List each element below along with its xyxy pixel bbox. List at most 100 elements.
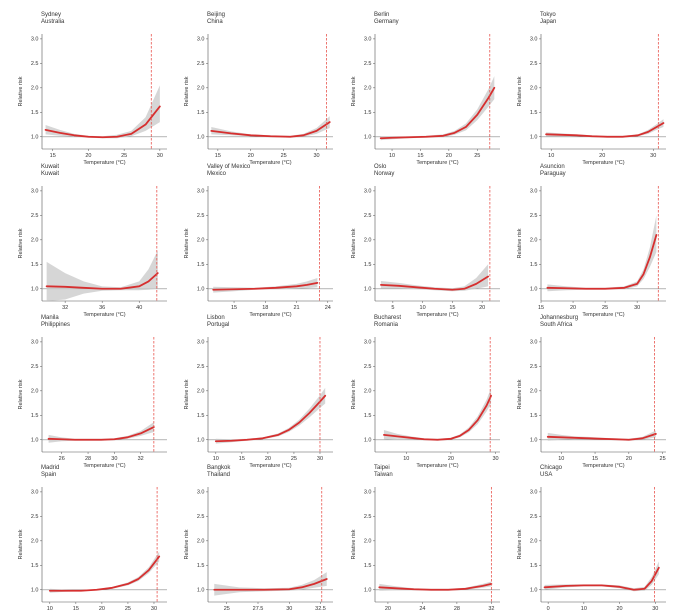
y-tick-label: 2.0 [364, 238, 372, 244]
x-tick-label: 20 [626, 456, 632, 462]
x-tick-label: 30 [111, 456, 117, 462]
y-tick-label: 1.5 [31, 110, 39, 116]
y-tick-label: 2.0 [364, 86, 372, 92]
country-name: Spain [41, 472, 56, 478]
y-tick-label: 2.5 [197, 364, 205, 370]
x-axis-title: Temperature (°C) [582, 312, 624, 318]
y-tick-label: 2.0 [364, 539, 372, 545]
y-tick-label: 3.0 [197, 189, 205, 195]
city-name: Beijing [207, 12, 225, 18]
city-name: Johannesburg [540, 315, 578, 321]
x-tick-label: 15 [215, 153, 221, 159]
confidence-band [211, 116, 330, 138]
x-tick-label: 15 [231, 305, 237, 311]
y-axis-title: Relative risk [351, 76, 357, 106]
y-tick-label: 1.0 [530, 588, 538, 594]
confidence-band [45, 85, 160, 139]
x-tick-label: 20 [599, 153, 605, 159]
confidence-band [546, 119, 664, 138]
x-axis-title: Temperature (°C) [416, 312, 458, 318]
y-tick-label: 1.5 [530, 563, 538, 569]
risk-curve [545, 122, 665, 138]
y-tick-label: 2.5 [530, 364, 538, 370]
y-tick-label: 2.5 [364, 213, 372, 219]
x-axis-title: Temperature (°C) [249, 463, 291, 469]
risk-curve [546, 234, 658, 290]
y-tick-label: 1.5 [197, 413, 205, 419]
x-tick-label: 25 [281, 153, 287, 159]
x-tick-label: 21 [293, 305, 299, 311]
x-tick-label: 15 [449, 305, 455, 311]
y-axis-title: Relative risk [184, 228, 190, 258]
y-axis-title: Relative risk [18, 379, 24, 409]
y-axis-title: Relative risk [184, 76, 190, 106]
y-tick-label: 3.0 [31, 490, 39, 496]
confidence-band [383, 387, 492, 441]
y-axis-title: Relative risk [184, 379, 190, 409]
x-tick-label: 20 [265, 456, 271, 462]
x-tick-label: 40 [136, 305, 142, 311]
x-tick-label: 25 [291, 456, 297, 462]
country-name: Mexico [207, 171, 227, 177]
y-axis-title: Relative risk [18, 228, 24, 258]
x-axis-title: Temperature (°C) [83, 160, 125, 166]
y-tick-label: 2.0 [197, 539, 205, 545]
x-tick-label: 25 [660, 456, 666, 462]
y-axis-title: Relative risk [18, 76, 24, 106]
x-tick-label: 10 [213, 456, 219, 462]
y-tick-label: 1.5 [197, 563, 205, 569]
city-name: Manila [41, 315, 59, 321]
y-tick-label: 1.0 [197, 287, 205, 293]
x-tick-label: 27.5 [253, 606, 264, 612]
country-name: USA [540, 472, 552, 478]
risk-curve [383, 394, 492, 441]
x-axis-title: Temperature (°C) [416, 463, 458, 469]
country-name: Taiwan [374, 472, 393, 478]
city-name: Madrid [41, 465, 59, 471]
x-tick-label: 15 [592, 456, 598, 462]
confidence-band [49, 551, 160, 593]
x-tick-label: 26 [59, 456, 65, 462]
y-tick-label: 2.0 [530, 238, 538, 244]
y-tick-label: 3.0 [364, 189, 372, 195]
x-tick-label: 30 [492, 456, 498, 462]
x-tick-label: 10 [581, 606, 587, 612]
y-tick-label: 3.0 [31, 340, 39, 346]
y-tick-label: 2.5 [197, 514, 205, 520]
y-tick-label: 3.0 [197, 37, 205, 43]
x-tick-label: 28 [454, 606, 460, 612]
x-tick-label: 30 [286, 606, 292, 612]
x-tick-label: 32 [62, 305, 68, 311]
country-name: Paraguay [540, 171, 566, 177]
x-axis-title: Temperature (°C) [83, 312, 125, 318]
y-tick-label: 1.5 [530, 110, 538, 116]
x-axis-title: Temperature (°C) [249, 160, 291, 166]
y-tick-label: 2.5 [530, 213, 538, 219]
confidence-band [380, 76, 495, 141]
x-tick-label: 15 [50, 153, 56, 159]
x-tick-label: 20 [85, 153, 91, 159]
risk-curve [546, 432, 657, 441]
y-tick-label: 1.0 [197, 438, 205, 444]
x-tick-label: 20 [99, 606, 105, 612]
city-name: Bangkok [207, 465, 231, 471]
x-tick-label: 32 [488, 606, 494, 612]
city-name: Oslo [374, 164, 387, 170]
y-tick-label: 1.5 [197, 262, 205, 268]
y-tick-label: 1.5 [197, 110, 205, 116]
y-tick-label: 1.0 [364, 438, 372, 444]
y-tick-label: 2.0 [197, 389, 205, 395]
x-tick-label: 20 [248, 153, 254, 159]
y-tick-label: 3.0 [530, 37, 538, 43]
y-tick-label: 2.5 [530, 61, 538, 67]
city-name: Valley of Mexico [207, 164, 251, 170]
y-tick-label: 2.0 [31, 539, 39, 545]
y-tick-label: 1.5 [364, 413, 372, 419]
x-axis-title: Temperature (°C) [582, 160, 624, 166]
risk-curve [379, 86, 496, 140]
